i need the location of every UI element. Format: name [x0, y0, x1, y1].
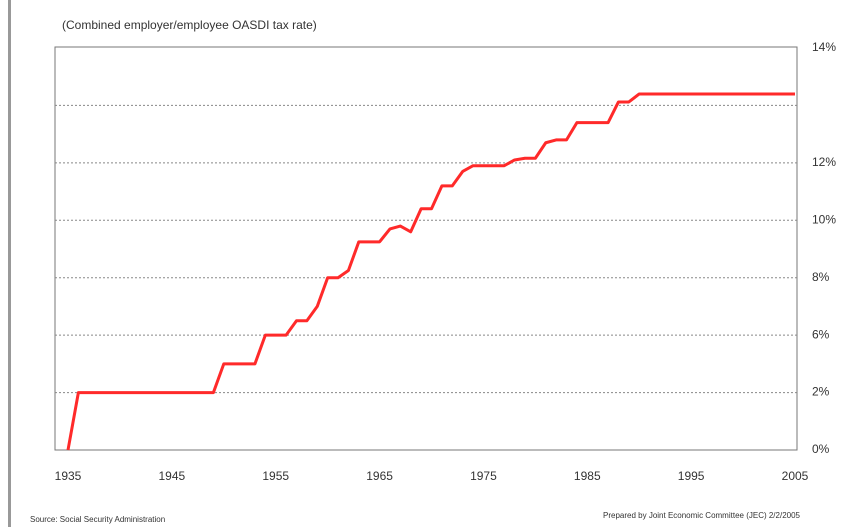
y-tick-label: 10%: [812, 212, 836, 226]
x-tick-label: 1995: [678, 469, 705, 483]
x-tick-label: 1975: [470, 469, 497, 483]
x-tick-label: 1955: [262, 469, 289, 483]
credit-note: Prepared by Joint Economic Committee (JE…: [603, 511, 801, 520]
x-tick-label: 1945: [159, 469, 186, 483]
chart-subtitle: (Combined employer/employee OASDI tax ra…: [62, 18, 317, 32]
x-tick-label: 1965: [366, 469, 393, 483]
side-bar: [8, 0, 11, 527]
y-tick-label: 6%: [812, 327, 830, 341]
x-tick-label: 1985: [574, 469, 601, 483]
y-tick-label: 8%: [812, 270, 830, 284]
x-tick-label: 2005: [782, 469, 809, 483]
plot-frame: [54, 46, 798, 451]
data-line: [66, 92, 795, 451]
y-tick-label: 14%: [812, 40, 836, 54]
y-tick-label: 0%: [812, 442, 830, 456]
y-tick-label: 2%: [812, 385, 830, 399]
x-tick-label: 1935: [55, 469, 82, 483]
source-note: Source: Social Security Administration: [30, 515, 165, 524]
y-tick-label: 12%: [812, 155, 836, 169]
